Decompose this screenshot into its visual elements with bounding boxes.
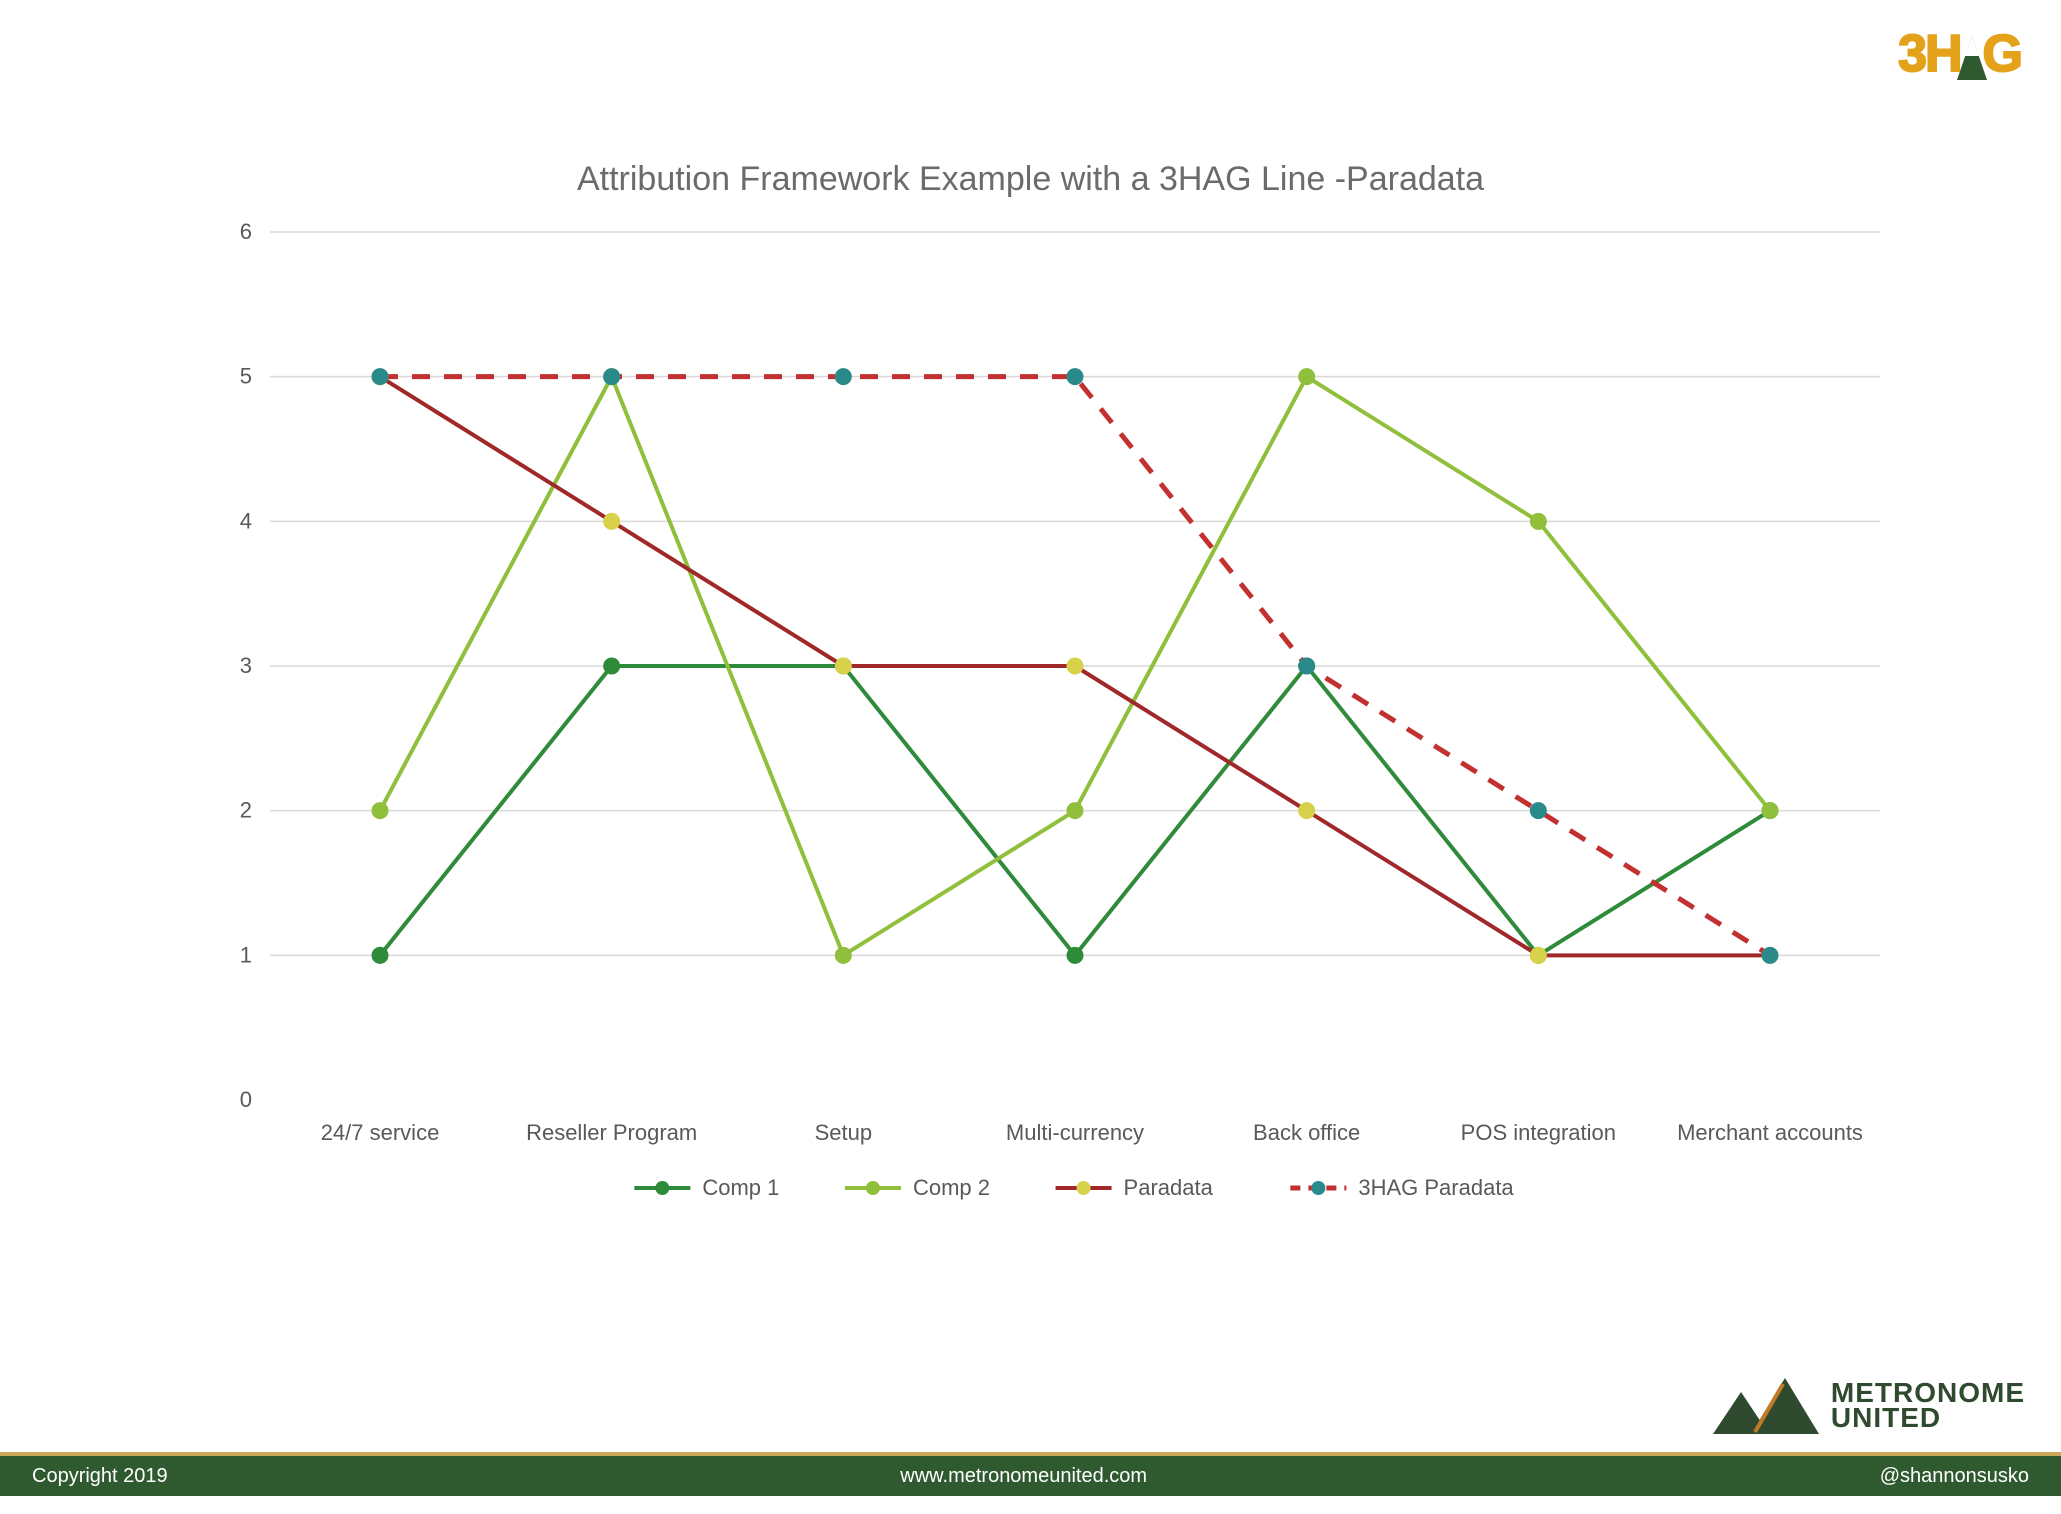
series-marker-para [1299, 803, 1315, 819]
series-marker-comp2 [372, 803, 388, 819]
x-tick-label: POS integration [1461, 1120, 1616, 1145]
series-marker-hag [1299, 658, 1315, 674]
slide: { "branding": { "logo_3hag": { "text_par… [0, 0, 2061, 1514]
series-marker-para [604, 513, 620, 529]
legend-row: Comp 1 Comp 2 Paradata 3HAG Paradata [634, 1175, 1514, 1200]
legend-swatch-marker [1077, 1181, 1091, 1195]
series-marker-hag [1762, 947, 1778, 963]
logo-3hag-text-a: 3H [1898, 28, 1960, 80]
mountain-icon [1711, 1374, 1821, 1436]
series-marker-hag [835, 369, 851, 385]
legend-swatch-marker [1311, 1181, 1325, 1195]
series-marker-para [1067, 658, 1083, 674]
series-marker-comp2 [1067, 803, 1083, 819]
series-marker-hag [604, 369, 620, 385]
series-marker-comp2 [1762, 803, 1778, 819]
logo-3hag-text-b: G [1983, 28, 2021, 80]
series-marker-comp1 [1067, 947, 1083, 963]
series-marker-hag [372, 369, 388, 385]
series-marker-comp1 [604, 658, 620, 674]
y-tick-label: 4 [240, 508, 252, 533]
y-tick-label: 6 [240, 219, 252, 244]
legend-swatch-marker [655, 1181, 669, 1195]
footer-copyright: Copyright 2019 [32, 1465, 168, 1488]
y-tick-label: 0 [240, 1087, 252, 1112]
y-tick-label: 2 [240, 798, 252, 823]
x-tick-label: 24/7 service [321, 1120, 440, 1145]
legend-label: Comp 1 [702, 1175, 779, 1200]
footer-bar: Copyright 2019 www.metronomeunited.com @… [0, 1452, 2061, 1496]
footer-handle: @shannonsusko [1880, 1465, 2029, 1488]
x-tick-label: Multi-currency [1006, 1120, 1144, 1145]
line-chart-svg: 0 1 2 3 4 5 6 24/7 service Reseller Program Setup… [210, 220, 1880, 1260]
legend-label: Comp 2 [913, 1175, 990, 1200]
footer-url: www.metronomeunited.com [900, 1465, 1147, 1488]
logo-3hag: 3H G [1898, 28, 2021, 80]
series-marker-comp2 [1299, 369, 1315, 385]
series-marker-para [835, 658, 851, 674]
y-tick-label: 3 [240, 653, 252, 678]
series-marker-comp2 [1530, 513, 1546, 529]
y-tick-label: 1 [240, 942, 252, 967]
legend-label: 3HAG Paradata [1358, 1175, 1514, 1200]
logo-metronome-united: METRONOME UNITED [1711, 1374, 2025, 1436]
x-tick-label: Reseller Program [526, 1120, 697, 1145]
chart-title: Attribution Framework Example with a 3HA… [0, 160, 2061, 199]
series-marker-para [1530, 947, 1546, 963]
series-marker-comp1 [372, 947, 388, 963]
chart: 0 1 2 3 4 5 6 24/7 service Reseller Program Setup… [210, 220, 1880, 1260]
series-marker-comp2 [835, 947, 851, 963]
x-tick-label: Back office [1253, 1120, 1360, 1145]
x-tick-label: Merchant accounts [1677, 1120, 1863, 1145]
series-marker-hag [1067, 369, 1083, 385]
legend-swatch-marker [866, 1181, 880, 1195]
y-tick-label: 5 [240, 364, 252, 389]
legend-label: Paradata [1124, 1175, 1214, 1200]
legend: Comp 1 Comp 2 Paradata 3HAG Paradata [634, 1175, 1514, 1200]
series-marker-hag [1530, 803, 1546, 819]
x-tick-label: Setup [815, 1120, 873, 1145]
logo-mu-line2: UNITED [1831, 1405, 2025, 1430]
